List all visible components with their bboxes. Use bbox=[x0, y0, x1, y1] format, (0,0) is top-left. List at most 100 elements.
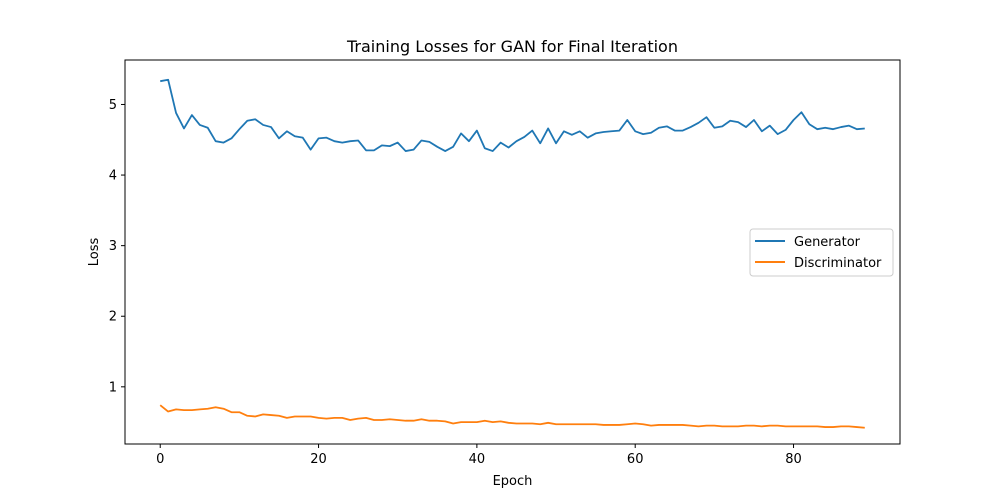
data-point-discriminator bbox=[840, 425, 842, 427]
data-point-discriminator bbox=[341, 417, 343, 419]
data-point-generator bbox=[199, 124, 201, 126]
series-line-discriminator bbox=[159, 404, 865, 429]
data-point-discriminator bbox=[832, 426, 834, 428]
data-point-discriminator bbox=[579, 423, 581, 425]
series-line-generator bbox=[160, 78, 865, 152]
data-point-discriminator bbox=[523, 423, 525, 425]
data-point-discriminator bbox=[270, 414, 272, 416]
data-point-discriminator bbox=[420, 418, 422, 420]
data-point-generator bbox=[650, 132, 652, 134]
data-point-generator bbox=[270, 126, 272, 128]
data-point-discriminator bbox=[698, 425, 700, 427]
data-point-discriminator bbox=[183, 409, 185, 411]
data-point-generator bbox=[341, 142, 343, 144]
data-point-generator bbox=[713, 127, 715, 129]
data-point-generator bbox=[808, 123, 810, 125]
data-point-generator bbox=[690, 126, 692, 128]
data-point-discriminator bbox=[389, 418, 391, 420]
data-point-generator bbox=[468, 140, 470, 142]
data-point-discriminator bbox=[167, 411, 169, 413]
x-tick-label: 80 bbox=[785, 452, 802, 467]
data-point-discriminator bbox=[452, 423, 454, 425]
data-point-generator bbox=[737, 121, 739, 123]
plot-frame bbox=[124, 59, 901, 445]
data-point-generator bbox=[705, 116, 707, 118]
data-point-generator bbox=[769, 125, 771, 127]
data-point-discriminator bbox=[333, 417, 335, 419]
data-point-discriminator bbox=[856, 426, 858, 428]
data-point-generator bbox=[563, 130, 565, 132]
data-point-generator bbox=[523, 136, 525, 138]
data-point-discriminator bbox=[610, 424, 612, 426]
data-point-discriminator bbox=[444, 420, 446, 422]
data-point-generator bbox=[452, 146, 454, 148]
data-point-discriminator bbox=[745, 425, 747, 427]
data-point-generator bbox=[460, 132, 462, 134]
data-point-discriminator bbox=[436, 420, 438, 422]
data-point-generator bbox=[800, 111, 802, 113]
data-point-discriminator bbox=[230, 411, 232, 413]
data-point-discriminator bbox=[824, 426, 826, 428]
data-point-discriminator bbox=[310, 415, 312, 417]
data-point-discriminator bbox=[191, 409, 193, 411]
data-point-generator bbox=[167, 79, 169, 81]
data-point-discriminator bbox=[555, 423, 557, 425]
data-point-generator bbox=[207, 127, 209, 129]
data-point-discriminator bbox=[159, 404, 161, 406]
data-point-generator bbox=[286, 130, 288, 132]
data-point-discriminator bbox=[571, 423, 573, 425]
data-point-discriminator bbox=[626, 423, 628, 425]
legend-label-generator: Generator bbox=[794, 235, 861, 250]
data-point-generator bbox=[595, 132, 597, 134]
data-point-discriminator bbox=[246, 415, 248, 417]
y-axis-label: Loss bbox=[87, 238, 102, 267]
x-tick-label: 40 bbox=[469, 452, 486, 467]
y-tick-label: 5 bbox=[109, 98, 117, 113]
data-point-generator bbox=[515, 140, 517, 142]
data-point-generator bbox=[349, 140, 351, 142]
data-point-discriminator bbox=[777, 425, 779, 427]
data-point-discriminator bbox=[492, 421, 494, 423]
data-point-generator bbox=[500, 142, 502, 144]
data-point-generator bbox=[793, 119, 795, 121]
data-point-generator bbox=[310, 149, 312, 151]
data-point-generator bbox=[420, 139, 422, 141]
data-point-generator bbox=[436, 146, 438, 148]
data-point-discriminator bbox=[690, 425, 692, 427]
data-point-generator bbox=[674, 130, 676, 132]
data-point-discriminator bbox=[864, 427, 866, 429]
data-point-generator bbox=[745, 126, 747, 128]
data-point-generator bbox=[603, 131, 605, 133]
data-point-generator bbox=[444, 150, 446, 152]
x-tick-label: 20 bbox=[310, 452, 327, 467]
y-axis: 1 2 3 4 5 bbox=[109, 98, 125, 395]
data-point-generator bbox=[555, 142, 557, 144]
data-point-generator bbox=[848, 125, 850, 127]
data-point-discriminator bbox=[785, 425, 787, 427]
data-point-generator bbox=[405, 150, 407, 152]
data-point-generator bbox=[832, 128, 834, 130]
data-point-discriminator bbox=[413, 420, 415, 422]
data-point-generator bbox=[856, 128, 858, 130]
data-point-discriminator bbox=[729, 425, 731, 427]
data-point-discriminator bbox=[278, 415, 280, 417]
data-point-discriminator bbox=[705, 425, 707, 427]
data-point-generator bbox=[428, 141, 430, 143]
data-point-discriminator bbox=[405, 420, 407, 422]
data-point-discriminator bbox=[674, 424, 676, 426]
data-point-discriminator bbox=[515, 423, 517, 425]
data-point-discriminator bbox=[223, 408, 225, 410]
data-point-discriminator bbox=[373, 419, 375, 421]
data-point-discriminator bbox=[618, 424, 620, 426]
legend: Generator Discriminator bbox=[749, 228, 894, 277]
data-point-generator bbox=[230, 137, 232, 139]
data-point-discriminator bbox=[800, 425, 802, 427]
data-point-generator bbox=[191, 114, 193, 116]
data-point-generator bbox=[238, 128, 240, 130]
data-point-discriminator bbox=[682, 424, 684, 426]
data-point-generator bbox=[618, 130, 620, 132]
data-point-discriminator bbox=[207, 408, 209, 410]
data-point-generator bbox=[381, 144, 383, 146]
data-point-discriminator bbox=[658, 424, 660, 426]
